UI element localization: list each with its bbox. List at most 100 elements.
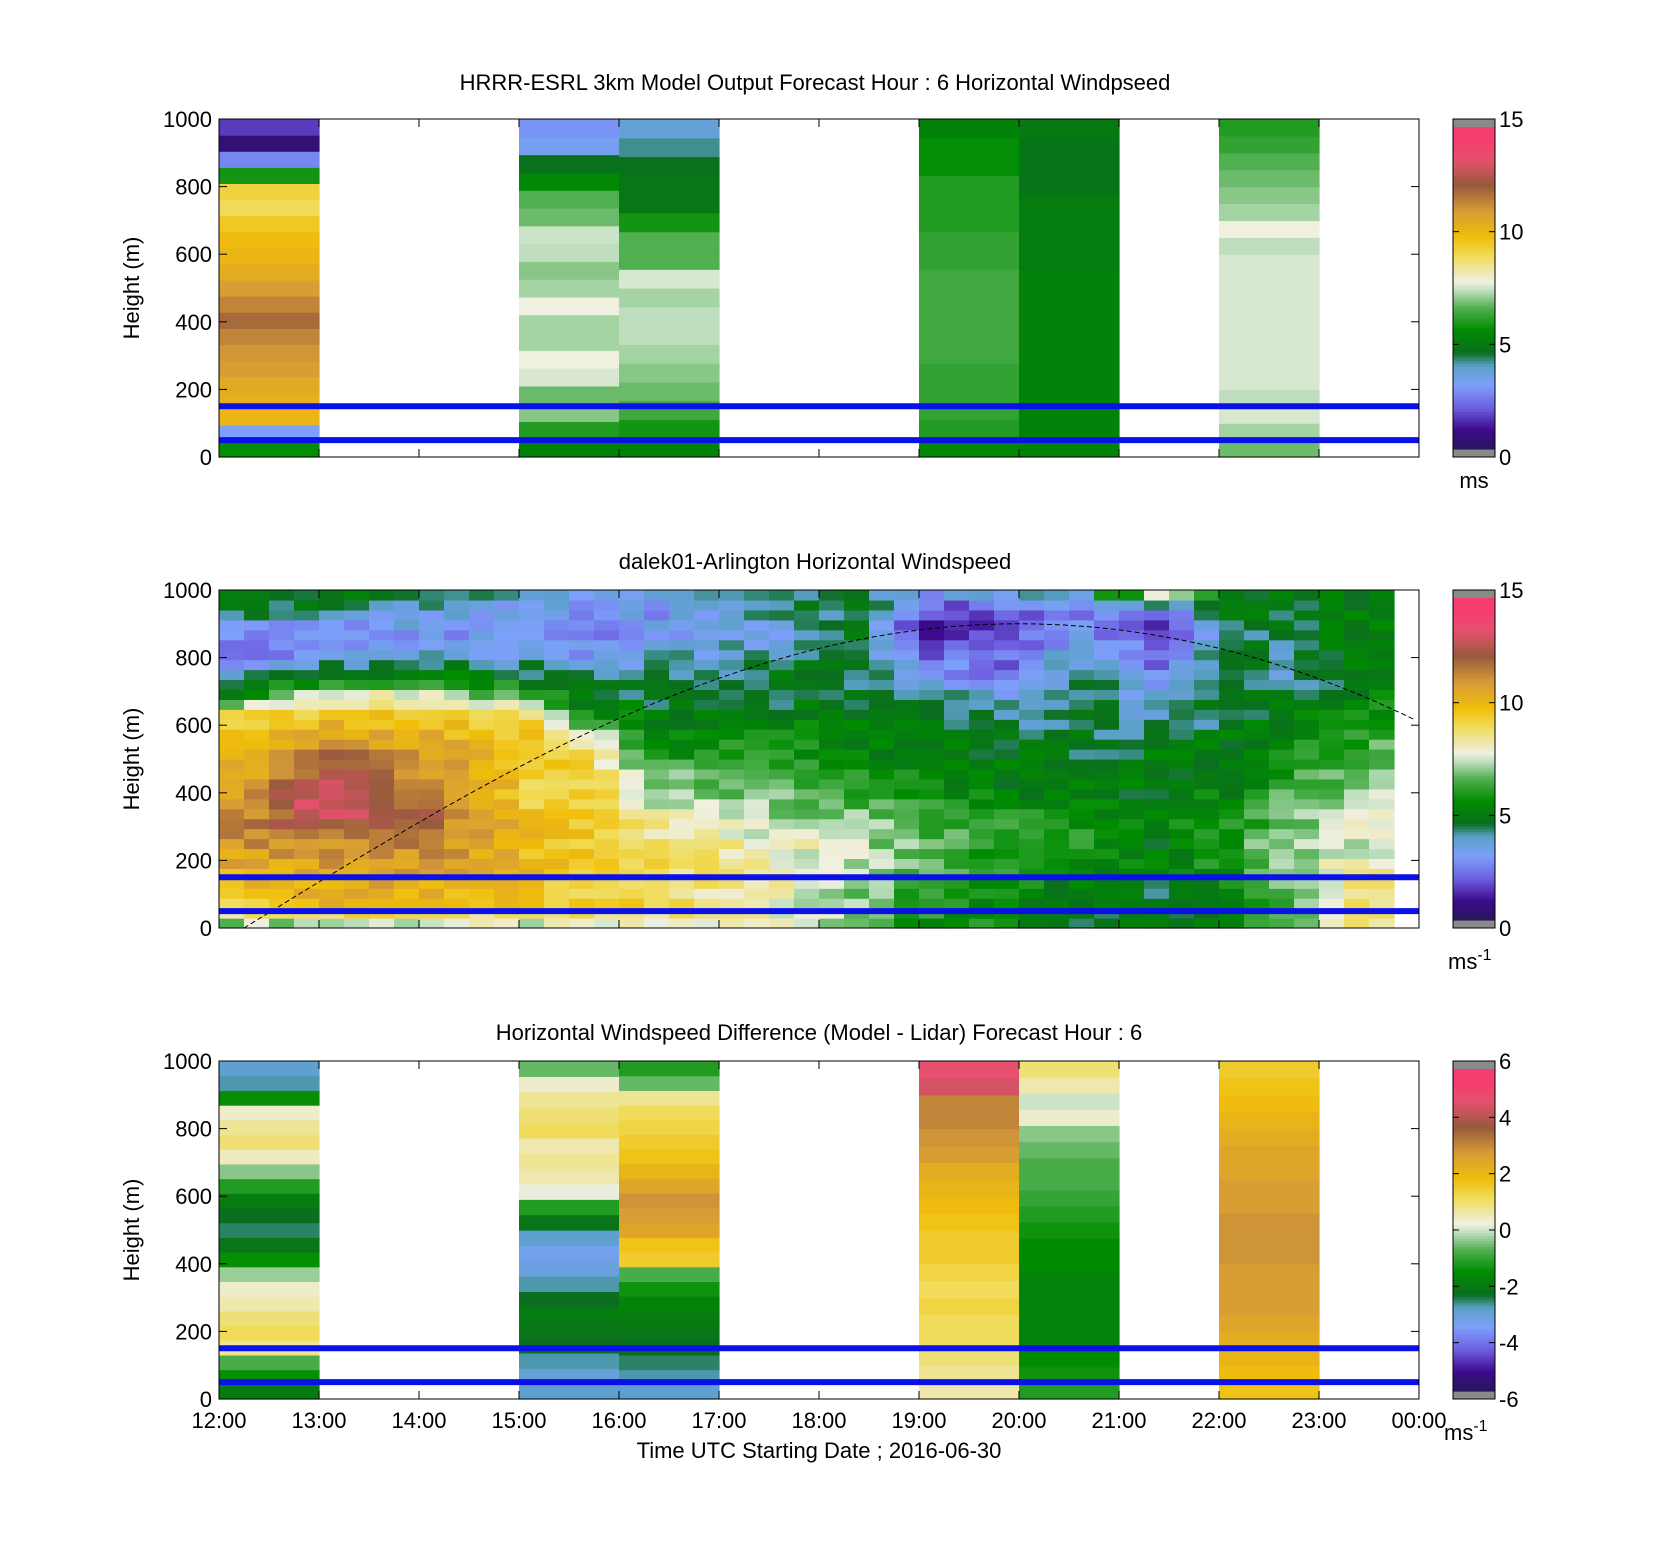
heatmap-cell: [519, 878, 545, 889]
heatmap-cell: [344, 590, 370, 601]
colorbar-segment: [1453, 1246, 1495, 1250]
heatmap-cell: [594, 838, 620, 850]
heatmap-cell: [1244, 898, 1270, 909]
heatmap-cell: [1119, 898, 1145, 909]
heatmap-cell: [1144, 828, 1170, 840]
heatmap-cell: [469, 828, 495, 840]
colorbar-segment: [1453, 909, 1495, 913]
heatmap-cell: [219, 199, 320, 217]
colorbar-segment: [1453, 1248, 1495, 1253]
heatmap-cell: [1219, 768, 1245, 780]
heatmap-cell: [1044, 639, 1070, 651]
colorbar-frame: [1452, 118, 1496, 458]
heatmap-cell: [244, 639, 270, 651]
heatmap-cell: [944, 659, 970, 671]
heatmap-cell: [1294, 808, 1320, 820]
heatmap-cell: [994, 778, 1020, 790]
heatmap-cell: [1069, 649, 1095, 661]
heatmap-cell: [619, 306, 720, 327]
heatmap-cell: [269, 659, 295, 671]
heatmap-cell: [744, 669, 770, 681]
heatmap-cell: [719, 828, 745, 840]
heatmap-cell: [1219, 888, 1245, 899]
colorbar-segment: [1453, 1291, 1495, 1295]
heatmap-cell: [519, 590, 545, 601]
colorbar-segment: [1453, 1146, 1495, 1151]
heatmap-cell: [1219, 304, 1320, 323]
heatmap-cell: [619, 749, 645, 760]
heatmap-cell: [1219, 609, 1245, 621]
heatmap-cell: [1169, 699, 1195, 710]
heatmap-cell: [294, 659, 320, 671]
heatmap-cell: [1219, 649, 1245, 661]
colorbar-segment: [1453, 347, 1495, 351]
colorbar-segment: [1453, 1275, 1495, 1279]
heatmap-cell: [1194, 749, 1220, 760]
heatmap-cell: [1169, 609, 1195, 621]
heatmap-cell: [444, 719, 470, 730]
heatmap-cell: [819, 808, 845, 820]
colorbar-segment: [1453, 1122, 1495, 1126]
heatmap-cell: [1294, 798, 1320, 810]
heatmap-cell: [219, 231, 320, 249]
heatmap-cell: [219, 167, 320, 184]
heatmap-cell: [519, 136, 620, 156]
heatmap-cell: [1369, 689, 1395, 700]
colorbar-segment: [1453, 681, 1495, 685]
heatmap-cell: [1219, 749, 1245, 760]
heatmap-cell: [269, 709, 295, 720]
heatmap-cell: [219, 408, 320, 426]
heatmap-cell: [444, 590, 470, 601]
heatmap-cell: [694, 848, 720, 860]
heatmap-cell: [869, 709, 895, 720]
heatmap-cell: [1144, 719, 1170, 730]
heatmap-cell: [894, 878, 920, 889]
heatmap-cell: [219, 898, 245, 909]
colorbar-segment: [1453, 783, 1495, 787]
heatmap-cell: [1094, 788, 1120, 800]
colorbar-segment: [1453, 879, 1495, 884]
heatmap-cell: [894, 590, 920, 601]
heatmap-cell: [994, 838, 1020, 850]
heatmap-cell: [1019, 649, 1045, 661]
colorbar-segment: [1453, 1286, 1495, 1290]
heatmap-cell: [1119, 788, 1145, 800]
heatmap-cell: [1219, 918, 1245, 929]
heatmap-cell: [269, 689, 295, 700]
heatmap-cell: [1019, 659, 1045, 671]
colorbar-segment: [1453, 271, 1495, 276]
colorbar-segment: [1453, 651, 1495, 655]
colorbar-segment: [1453, 379, 1495, 383]
heatmap-cell: [319, 609, 345, 621]
colorbar-segment: [1453, 1154, 1495, 1159]
colorbar-segment: [1453, 689, 1495, 693]
heatmap-cell: [1269, 778, 1295, 790]
heatmap-cell: [219, 699, 245, 710]
heatmap-cell: [544, 778, 570, 790]
heatmap-cell: [1219, 254, 1320, 272]
heatmap-cell: [1319, 599, 1345, 611]
heatmap-cell: [344, 808, 370, 820]
heatmap-cell: [644, 709, 670, 720]
heatmap-cell: [294, 868, 320, 879]
heatmap-cell: [1094, 629, 1120, 641]
heatmap-cell: [869, 749, 895, 760]
colorbar-segment: [1453, 306, 1495, 311]
heatmap-cell: [1194, 729, 1220, 740]
heatmap-cell: [694, 659, 720, 671]
heatmap-cell: [494, 619, 520, 631]
heatmap-cell: [894, 898, 920, 909]
heatmap-cell: [544, 918, 570, 929]
heatmap-cell: [519, 1122, 620, 1139]
heatmap-cell: [1094, 609, 1120, 621]
heatmap-cell: [519, 1291, 620, 1308]
heatmap-cell: [844, 659, 870, 671]
heatmap-cell: [669, 739, 695, 750]
heatmap-cell: [744, 699, 770, 710]
heatmap-cell: [619, 156, 720, 176]
heatmap-cell: [444, 898, 470, 909]
heatmap-cell: [1019, 1173, 1120, 1191]
heatmap-cell: [1019, 858, 1045, 869]
heatmap-cell: [1019, 156, 1120, 176]
heatmap-cell: [419, 679, 445, 691]
